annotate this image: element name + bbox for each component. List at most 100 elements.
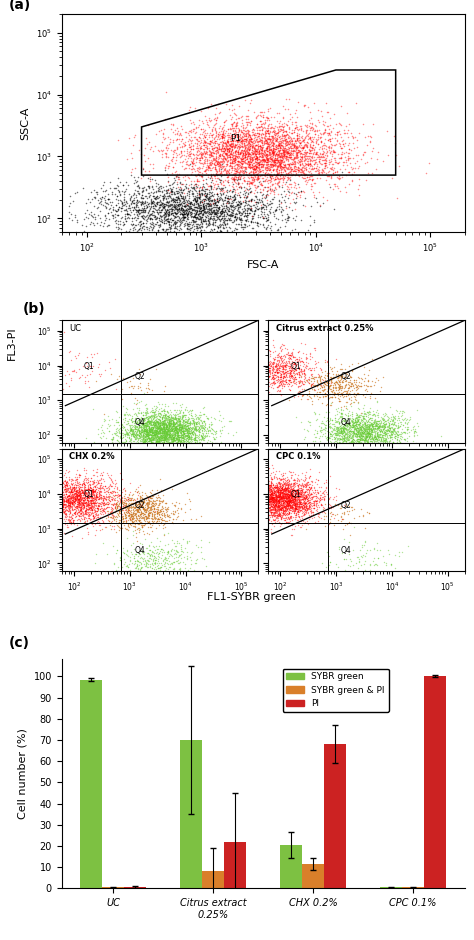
Point bbox=[215, 97, 222, 112]
Point bbox=[194, 136, 201, 151]
Point bbox=[123, 195, 131, 210]
Point bbox=[335, 385, 342, 400]
Point bbox=[375, 432, 383, 447]
Point bbox=[77, 507, 85, 522]
Point bbox=[147, 427, 155, 442]
Point bbox=[47, 479, 55, 494]
Point bbox=[224, 192, 231, 207]
Point bbox=[320, 380, 328, 395]
Point bbox=[47, 487, 55, 502]
Point bbox=[266, 150, 273, 165]
Point bbox=[298, 494, 305, 509]
Point bbox=[215, 149, 223, 164]
Point bbox=[284, 500, 292, 515]
Point bbox=[370, 415, 377, 430]
Point bbox=[195, 113, 203, 128]
Point bbox=[287, 488, 294, 503]
Point bbox=[81, 497, 88, 512]
Point bbox=[128, 379, 136, 394]
Point bbox=[228, 144, 235, 159]
Point bbox=[221, 211, 228, 226]
Point bbox=[271, 502, 278, 517]
Point bbox=[297, 494, 304, 509]
Point bbox=[279, 482, 286, 497]
Point bbox=[265, 493, 273, 508]
Point bbox=[346, 418, 354, 433]
Point bbox=[75, 480, 83, 495]
Point bbox=[131, 500, 139, 515]
Point bbox=[66, 509, 73, 525]
Point bbox=[348, 417, 356, 432]
Point bbox=[155, 560, 162, 575]
Point bbox=[166, 429, 174, 444]
Point bbox=[229, 154, 237, 169]
Point bbox=[246, 156, 254, 171]
Point bbox=[257, 477, 264, 492]
Point bbox=[79, 501, 87, 516]
Point bbox=[249, 470, 257, 485]
Point bbox=[54, 509, 62, 525]
Point bbox=[362, 422, 369, 437]
Point bbox=[302, 471, 310, 486]
Point bbox=[115, 514, 123, 529]
Point bbox=[284, 344, 292, 359]
Point bbox=[238, 497, 246, 512]
Point bbox=[169, 422, 177, 437]
Point bbox=[158, 438, 165, 453]
Point bbox=[264, 154, 272, 169]
Point bbox=[261, 152, 268, 167]
Point bbox=[207, 170, 215, 185]
Point bbox=[161, 424, 168, 439]
Point bbox=[333, 179, 341, 194]
Point bbox=[255, 192, 263, 207]
Point bbox=[50, 494, 58, 509]
Point bbox=[343, 385, 351, 400]
Point bbox=[360, 367, 368, 382]
Point bbox=[179, 208, 187, 223]
Point bbox=[248, 146, 256, 161]
Point bbox=[64, 519, 72, 534]
Point bbox=[260, 130, 268, 145]
Point bbox=[43, 486, 50, 501]
Point bbox=[139, 501, 147, 516]
Point bbox=[304, 374, 311, 389]
Point bbox=[231, 207, 239, 222]
Point bbox=[211, 122, 219, 137]
Point bbox=[271, 492, 278, 507]
Point bbox=[292, 508, 300, 523]
Point bbox=[265, 494, 273, 509]
Point bbox=[158, 421, 166, 436]
Point bbox=[179, 436, 187, 451]
Point bbox=[272, 148, 279, 163]
Point bbox=[256, 195, 264, 210]
Point bbox=[269, 496, 276, 511]
Point bbox=[186, 417, 194, 432]
Point bbox=[222, 188, 229, 203]
Point bbox=[201, 421, 208, 436]
Point bbox=[255, 157, 263, 172]
Point bbox=[248, 496, 256, 511]
Point bbox=[74, 484, 82, 499]
Point bbox=[285, 492, 292, 507]
Point bbox=[199, 180, 206, 196]
Point bbox=[256, 493, 264, 508]
Point bbox=[164, 427, 172, 442]
Point bbox=[253, 159, 260, 174]
Point bbox=[268, 146, 276, 161]
Point bbox=[260, 495, 267, 510]
Point bbox=[258, 509, 265, 524]
Point bbox=[273, 510, 281, 525]
Point bbox=[259, 488, 266, 503]
Point bbox=[166, 422, 173, 437]
Point bbox=[368, 448, 376, 463]
Point bbox=[301, 118, 309, 133]
Point bbox=[392, 439, 400, 454]
Point bbox=[213, 186, 221, 201]
Point bbox=[261, 488, 269, 503]
Point bbox=[277, 509, 285, 525]
Point bbox=[144, 430, 152, 445]
Point bbox=[44, 507, 51, 522]
Point bbox=[146, 432, 154, 447]
Point bbox=[173, 169, 180, 184]
Point bbox=[115, 491, 122, 506]
